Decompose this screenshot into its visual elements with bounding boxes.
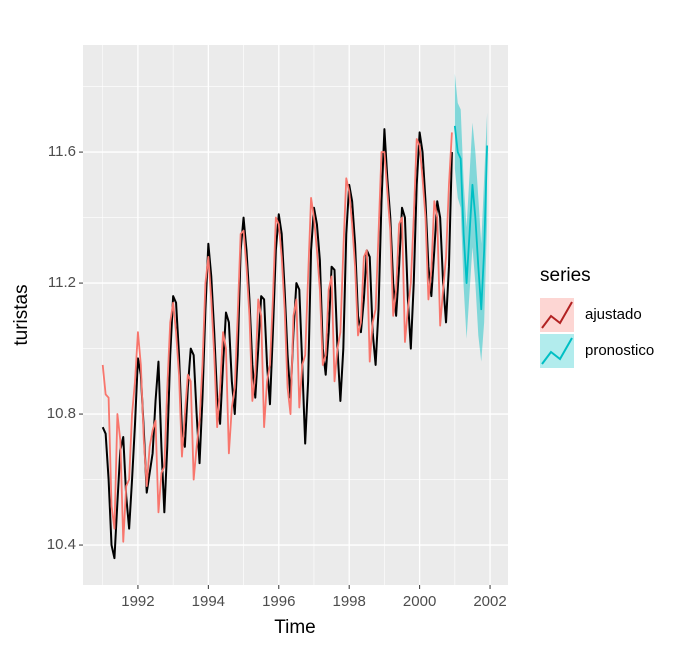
x-axis-label: Time bbox=[274, 617, 316, 638]
x-tick-label: 1998 bbox=[333, 593, 366, 610]
series-line bbox=[101, 132, 453, 543]
y-tick-label: 10.4 bbox=[47, 536, 76, 553]
plot-panel bbox=[83, 45, 508, 585]
legend-key bbox=[540, 298, 574, 332]
x-tick-label: 1994 bbox=[192, 593, 225, 610]
y-tick-label: 10.8 bbox=[47, 405, 76, 422]
x-tick-label: 2002 bbox=[473, 593, 506, 610]
legend-key-line bbox=[541, 337, 573, 365]
y-tick-label: 11.2 bbox=[48, 274, 76, 291]
legend-label: pronostico bbox=[585, 342, 654, 359]
observed-line bbox=[101, 128, 453, 560]
series-line bbox=[453, 125, 489, 311]
legend-label: ajustado bbox=[585, 306, 642, 323]
legend-title: series bbox=[540, 265, 591, 286]
x-tick-label: 1996 bbox=[262, 593, 295, 610]
y-tick-label: 11.6 bbox=[48, 143, 76, 160]
x-tick-label: 2000 bbox=[403, 593, 436, 610]
y-axis-label: turistas bbox=[11, 284, 32, 345]
legend-key bbox=[540, 334, 574, 368]
legend-key-line bbox=[541, 301, 573, 329]
x-tick-label: 1992 bbox=[121, 593, 154, 610]
